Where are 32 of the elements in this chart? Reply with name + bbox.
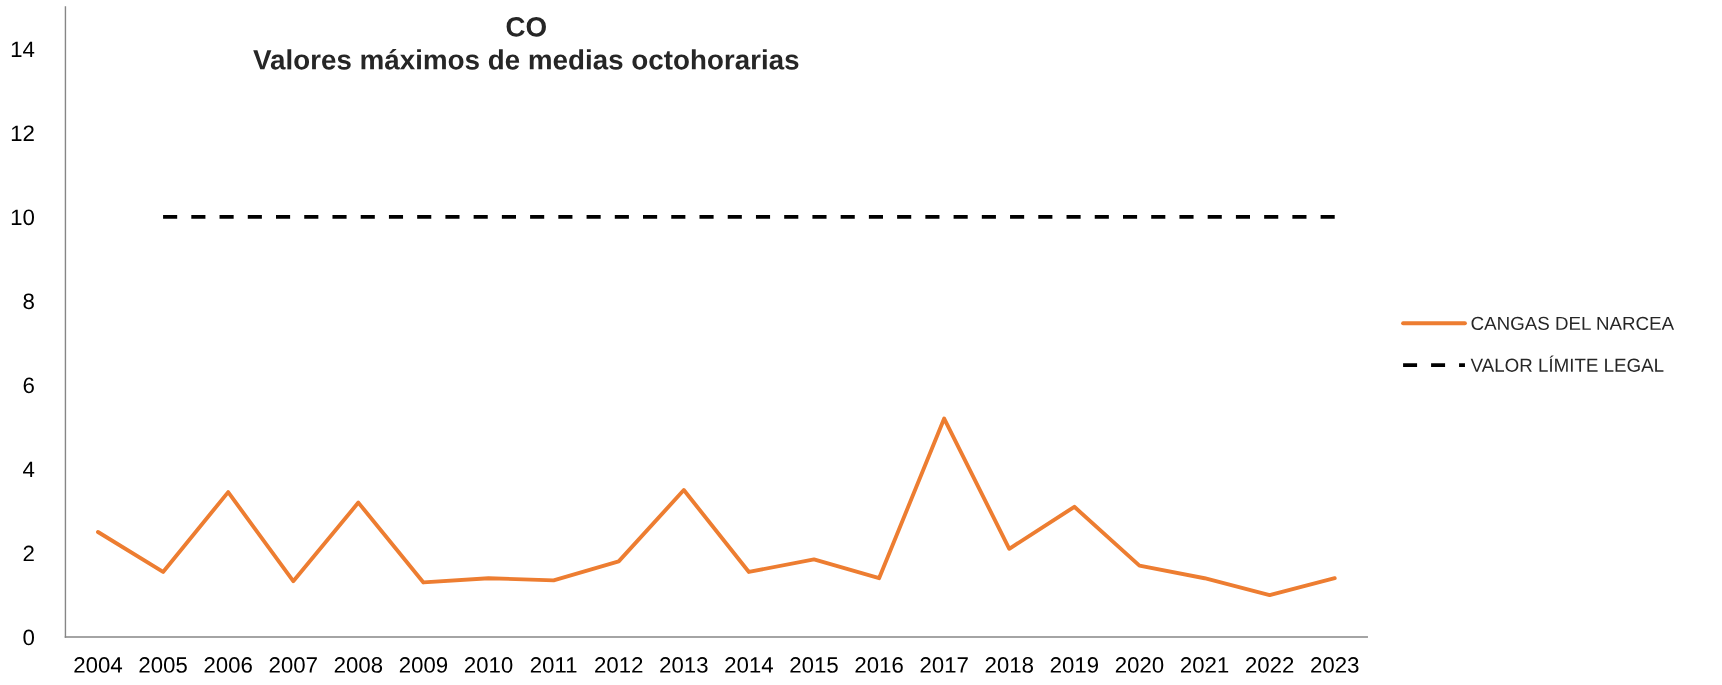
line-series (96, 416, 1337, 597)
x-tick-label: 2014 (725, 657, 773, 673)
x-tick-label: 2017 (920, 657, 968, 673)
x-tick-label: 2008 (334, 657, 383, 673)
x-tick-label: 2018 (985, 657, 1034, 673)
y-tick-label: 0 (23, 629, 35, 646)
x-tick-label: 2016 (855, 657, 903, 673)
y-tick-label: 8 (23, 293, 34, 310)
x-tick-label: 2006 (204, 657, 252, 673)
x-tick-label: 2010 (464, 657, 513, 673)
y-tick-label: 10 (11, 209, 35, 226)
x-tick-label: 2007 (269, 657, 317, 673)
text: CO Valores máximos de medias octohorarias (253, 17, 799, 70)
x-tick-label: 2013 (660, 657, 708, 673)
y-tick-label: 12 (11, 125, 34, 141)
x-tick-label: 2009 (399, 657, 448, 673)
y-tick-label: 6 (23, 377, 34, 394)
x-tick-label: 2004 (74, 657, 123, 673)
x-tick-label: 2015 (790, 657, 838, 673)
y-tick-label: 14 (11, 41, 35, 57)
y-tick-label: 2 (23, 545, 34, 562)
x-tick-label: 2022 (1246, 657, 1294, 673)
x-tick-label: 2019 (1050, 657, 1099, 673)
x-tick-label: 2012 (595, 657, 643, 673)
x-tick-label: 2011 (530, 657, 577, 673)
legend-label: CANGAS DEL NARCEA (1471, 316, 1675, 331)
x-tick-label: 2023 (1311, 657, 1359, 673)
x-tick-label: 2020 (1115, 657, 1164, 673)
legend-label: VALOR LÍMITE LEGAL (1470, 355, 1664, 372)
y-tick-label: 4 (23, 461, 35, 478)
x-tick-label: 2021 (1180, 657, 1229, 673)
x-tick-label: 2005 (139, 657, 187, 673)
